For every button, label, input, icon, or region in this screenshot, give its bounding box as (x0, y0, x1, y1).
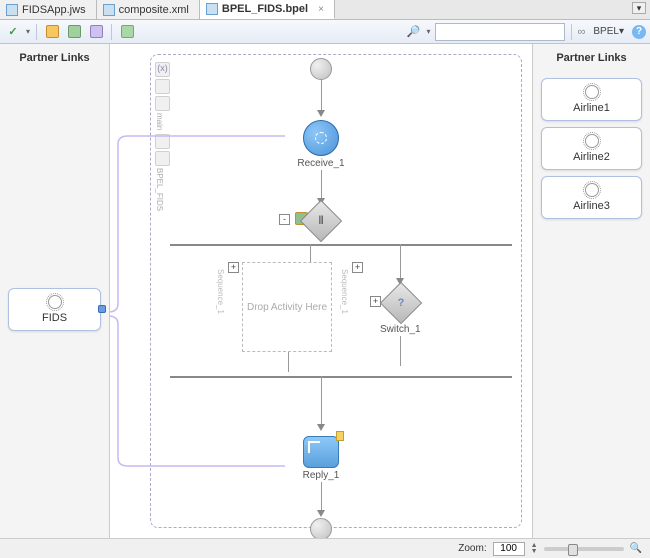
dropdown-arrow-icon[interactable]: ▾ (427, 27, 431, 36)
switch-label: Switch_1 (380, 324, 421, 335)
flow-line (321, 170, 322, 200)
panel-title: Partner Links (4, 48, 105, 72)
toolbox-label: main (155, 113, 164, 130)
partner-airline3[interactable]: Airline3 (541, 176, 642, 219)
zoom-label: Zoom: (458, 543, 486, 554)
partner-airline1[interactable]: Airline1 (541, 78, 642, 121)
receive-label: Receive_1 (297, 158, 344, 169)
validate-button[interactable]: ✓ (4, 23, 22, 41)
zoom-stepper[interactable]: ▲▼ (531, 543, 538, 555)
flow-line (321, 80, 322, 112)
tab-fidsapp[interactable]: FIDSApp.jws (0, 0, 97, 19)
zoom-fit-icon[interactable]: 🔍 (630, 543, 642, 554)
partner-label: Airline1 (546, 102, 637, 114)
toolbox-item[interactable] (155, 151, 170, 166)
status-bar: Zoom: ▲▼ 🔍 (0, 538, 650, 558)
gear-icon (585, 85, 599, 99)
drop-activity-zone[interactable]: Drop Activity Here (242, 262, 332, 352)
right-partner-links-panel: Partner Links Airline1 Airline2 Airline3 (532, 44, 650, 538)
flow-line (321, 376, 322, 426)
flow-line (321, 482, 322, 512)
panel-title: Partner Links (537, 48, 646, 72)
bpel-canvas[interactable]: (x) main BPEL_FIDS Receive_1 - ⫴ (110, 44, 532, 538)
editor-tabs: FIDSApp.jws composite.xml BPEL_FIDS.bpel… (0, 0, 650, 20)
flow-line (400, 244, 401, 262)
left-partner-links-panel: Partner Links FIDS (0, 44, 110, 538)
toolbox-item[interactable] (155, 96, 170, 111)
arrow-icon (317, 110, 325, 117)
toolbar-button-4[interactable] (118, 23, 136, 41)
toolbar-button-2[interactable] (65, 23, 83, 41)
start-node[interactable] (310, 58, 332, 80)
minimize-button[interactable]: ▾ (632, 2, 646, 14)
toolbar-button-1[interactable] (43, 23, 61, 41)
gear-icon (585, 134, 599, 148)
flow-line (288, 352, 289, 372)
help-icon[interactable]: ? (632, 25, 646, 39)
toolbox-label: BPEL_FIDS (155, 168, 164, 211)
partner-label: FIDS (13, 312, 96, 324)
collapse-button[interactable]: - (279, 214, 290, 225)
dropdown-arrow-icon[interactable]: ▾ (26, 27, 30, 36)
sequence-label-1: Sequence_1 (216, 269, 225, 314)
expand-button[interactable]: + (352, 262, 363, 273)
receive-activity[interactable] (303, 120, 339, 156)
expand-button[interactable]: + (228, 262, 239, 273)
search-input[interactable] (435, 23, 565, 41)
close-icon[interactable]: × (318, 4, 324, 15)
zoom-input[interactable] (493, 542, 525, 556)
tab-bpel-fids[interactable]: BPEL_FIDS.bpel × (200, 0, 335, 19)
file-icon (103, 4, 115, 16)
gear-icon (48, 295, 62, 309)
arrow-icon (317, 424, 325, 431)
bpel-infinity-icon: ∞ (578, 26, 586, 38)
toolbox: (x) main BPEL_FIDS (155, 62, 171, 211)
binocular-icon[interactable]: 🔎 (405, 23, 423, 41)
partner-airline2[interactable]: Airline2 (541, 127, 642, 170)
toolbar-button-3[interactable] (87, 23, 105, 41)
gear-icon (585, 183, 599, 197)
flow-line (310, 244, 311, 262)
toolbar: ✓ ▾ 🔎 ▾ ∞ BPEL▾ ? (0, 20, 650, 44)
reply-label: Reply_1 (303, 470, 340, 481)
flow-hbar (170, 376, 512, 378)
bpel-icon (206, 3, 218, 15)
reply-activity[interactable] (303, 436, 339, 468)
arrow-icon (317, 510, 325, 517)
flag-icon (336, 431, 344, 441)
file-icon (6, 4, 18, 16)
toolbox-item[interactable] (155, 134, 170, 149)
tab-label: FIDSApp.jws (22, 4, 86, 16)
sequence-label-2: Sequence_1 (340, 269, 349, 314)
main-area: Partner Links FIDS (x) main BPEL_FIDS (0, 44, 650, 538)
tab-label: BPEL_FIDS.bpel (222, 3, 308, 15)
flow-hbar (170, 244, 512, 246)
tab-composite[interactable]: composite.xml (97, 0, 200, 19)
partner-fids[interactable]: FIDS (8, 288, 101, 331)
tab-label: composite.xml (119, 4, 189, 16)
bpel-dropdown[interactable]: BPEL▾ (589, 26, 628, 37)
end-node[interactable] (310, 518, 332, 538)
flow-line (400, 336, 401, 366)
partner-label: Airline2 (546, 151, 637, 163)
toolbox-item[interactable] (155, 79, 170, 94)
connector-port-icon[interactable] (98, 305, 106, 313)
partner-label: Airline3 (546, 200, 637, 212)
zoom-slider[interactable] (544, 547, 624, 551)
drop-label: Drop Activity Here (247, 302, 327, 313)
toolbox-var-icon[interactable]: (x) (155, 62, 170, 77)
